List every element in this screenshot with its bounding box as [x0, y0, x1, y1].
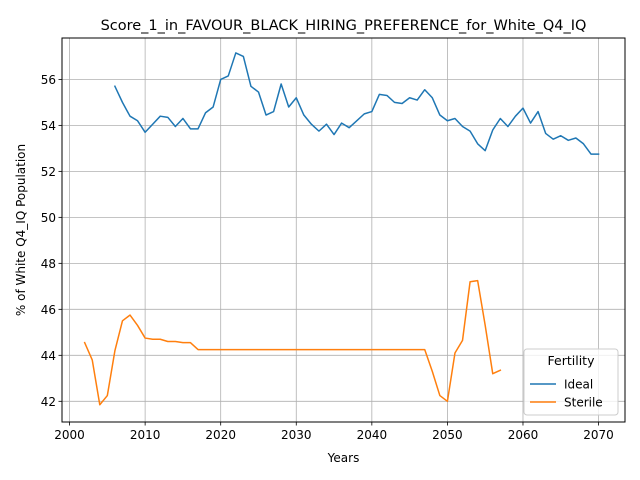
series-line-ideal: [115, 53, 599, 154]
x-tick-label: 2050: [432, 428, 463, 442]
legend-title: Fertility: [548, 353, 596, 368]
x-tick-label: 2010: [130, 428, 161, 442]
y-tick-label: 54: [41, 119, 56, 133]
x-axis-label: Years: [327, 451, 360, 465]
y-tick-label: 42: [41, 395, 56, 409]
series-lines: [85, 53, 599, 405]
x-tick-label: 2030: [281, 428, 312, 442]
y-axis-label: % of White Q4_IQ Population: [14, 144, 28, 316]
legend-label-sterile: Sterile: [564, 396, 603, 410]
y-tick-label: 48: [41, 257, 56, 271]
y-tick-label: 44: [41, 349, 56, 363]
legend-label-ideal: Ideal: [564, 378, 593, 392]
y-tick-label: 46: [41, 303, 56, 317]
x-tick-label: 2040: [357, 428, 388, 442]
y-tick-label: 56: [41, 73, 56, 87]
x-tick-label: 2020: [205, 428, 236, 442]
chart-title: Score_1_in_FAVOUR_BLACK_HIRING_PREFERENC…: [101, 18, 587, 34]
x-tick-label: 2070: [583, 428, 614, 442]
x-tick-label: 2060: [508, 428, 539, 442]
series-line-sterile: [85, 281, 501, 405]
y-tick-label: 50: [41, 211, 56, 225]
x-tick-label: 2000: [54, 428, 85, 442]
y-tick-label: 52: [41, 165, 56, 179]
legend: Fertility Ideal Sterile: [524, 349, 618, 415]
